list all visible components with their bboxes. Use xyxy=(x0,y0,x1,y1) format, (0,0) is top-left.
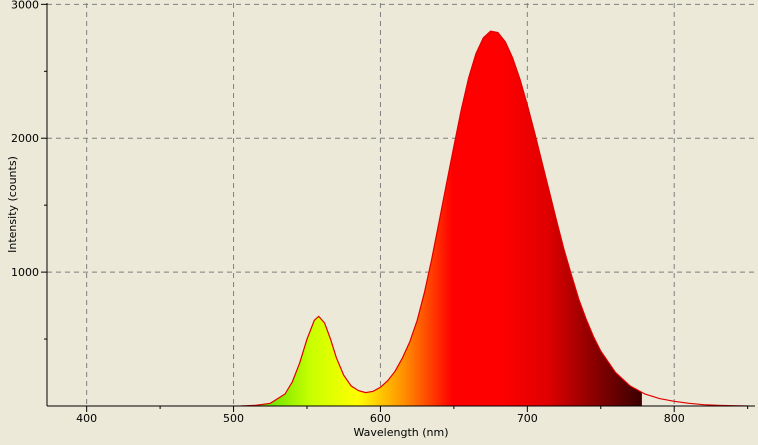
axes xyxy=(46,3,755,407)
y-tick-label: 2000 xyxy=(11,132,39,145)
y-tick-label: 1000 xyxy=(11,266,39,279)
y-axis-label: Intensity (counts) xyxy=(6,156,19,253)
spectrum-fill xyxy=(240,31,642,406)
grid-lines xyxy=(47,3,755,406)
x-tick-label: 800 xyxy=(664,412,685,425)
spectrum-outline xyxy=(240,30,748,406)
x-tick-label: 400 xyxy=(76,412,97,425)
x-tick-label: 700 xyxy=(517,412,538,425)
x-tick-label: 600 xyxy=(370,412,391,425)
series-area xyxy=(240,30,748,406)
x-tick-label: 500 xyxy=(223,412,244,425)
y-tick-label: 3000 xyxy=(11,0,39,11)
tick-labels: 400 500 600 700 800 1000 2000 3000 xyxy=(11,0,749,425)
x-axis-label: Wavelength (nm) xyxy=(353,426,448,439)
